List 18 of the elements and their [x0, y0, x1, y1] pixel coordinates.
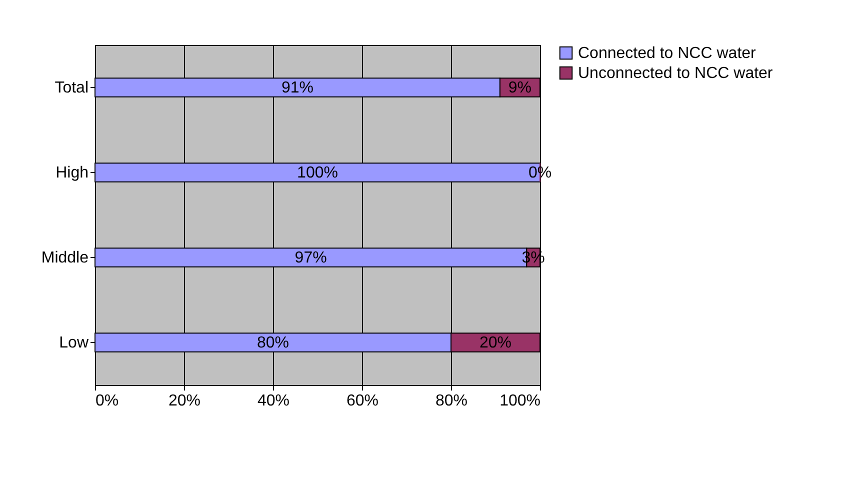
data-label: 97%	[294, 250, 327, 266]
data-label: 80%	[256, 334, 290, 352]
y-tick-label: High	[56, 164, 88, 182]
legend-label: Unconnected to NCC water	[578, 65, 774, 82]
data-label: 91%	[281, 80, 314, 96]
x-tick-label: 0%	[96, 392, 119, 410]
y-tick-label: Total	[54, 80, 88, 96]
data-label: 20%	[479, 334, 512, 352]
y-tick-label: Middle	[41, 250, 89, 266]
y-tick-label: Low	[59, 334, 89, 352]
data-label: 9%	[508, 80, 532, 96]
data-label: 100%	[297, 164, 338, 182]
x-tick-label: 100%	[500, 392, 540, 410]
x-tick-label: 60%	[346, 392, 379, 410]
x-tick-label: 40%	[257, 392, 290, 410]
legend-label: Connected to NCC water	[578, 45, 757, 62]
x-tick-label: 80%	[435, 392, 468, 410]
x-tick-label: 20%	[168, 392, 201, 410]
